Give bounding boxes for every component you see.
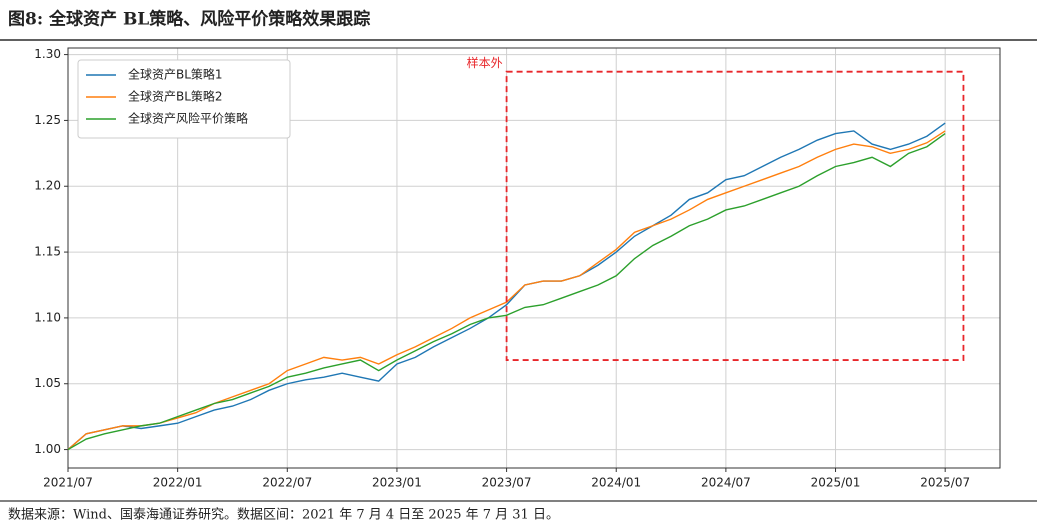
out-of-sample-label: 样本外 <box>467 55 503 70</box>
legend-label: 全球资产BL策略1 <box>128 67 223 82</box>
legend-box <box>77 59 291 139</box>
chart-title: 图8: 全球资产 BL策略、风险平价策略效果跟踪 <box>8 9 370 30</box>
y-tick-label: 1.05 <box>34 376 61 390</box>
x-tick-label: 2024/01 <box>591 476 641 490</box>
x-tick-label: 2025/01 <box>811 476 861 490</box>
series-line <box>67 122 946 451</box>
series-line <box>67 133 946 451</box>
y-tick-label: 1.10 <box>34 310 61 324</box>
x-tick-label: 2022/01 <box>153 476 203 490</box>
y-tick-label: 1.25 <box>34 113 61 127</box>
y-tick-label: 1.30 <box>34 47 61 61</box>
y-tick-label: 1.15 <box>34 245 61 259</box>
x-tick-label: 2022/07 <box>262 476 312 490</box>
legend-label: 全球资产BL策略2 <box>128 89 223 104</box>
x-tick-label: 2021/07 <box>43 476 93 490</box>
out-of-sample-box <box>505 70 965 361</box>
y-tick-label: 1.20 <box>34 179 61 193</box>
x-tick-label: 2024/07 <box>701 476 751 490</box>
x-tick-label: 2025/07 <box>920 476 970 490</box>
legend-label: 全球资产风险平价策略 <box>128 111 248 126</box>
plot-frame <box>67 47 1001 469</box>
source-note: 数据来源：Wind、国泰海通证券研究。数据区间：2021 年 7 月 4 日至 … <box>8 507 559 523</box>
x-tick-label: 2023/07 <box>482 476 532 490</box>
y-tick-label: 1.00 <box>34 442 61 456</box>
x-tick-label: 2023/01 <box>372 476 422 490</box>
